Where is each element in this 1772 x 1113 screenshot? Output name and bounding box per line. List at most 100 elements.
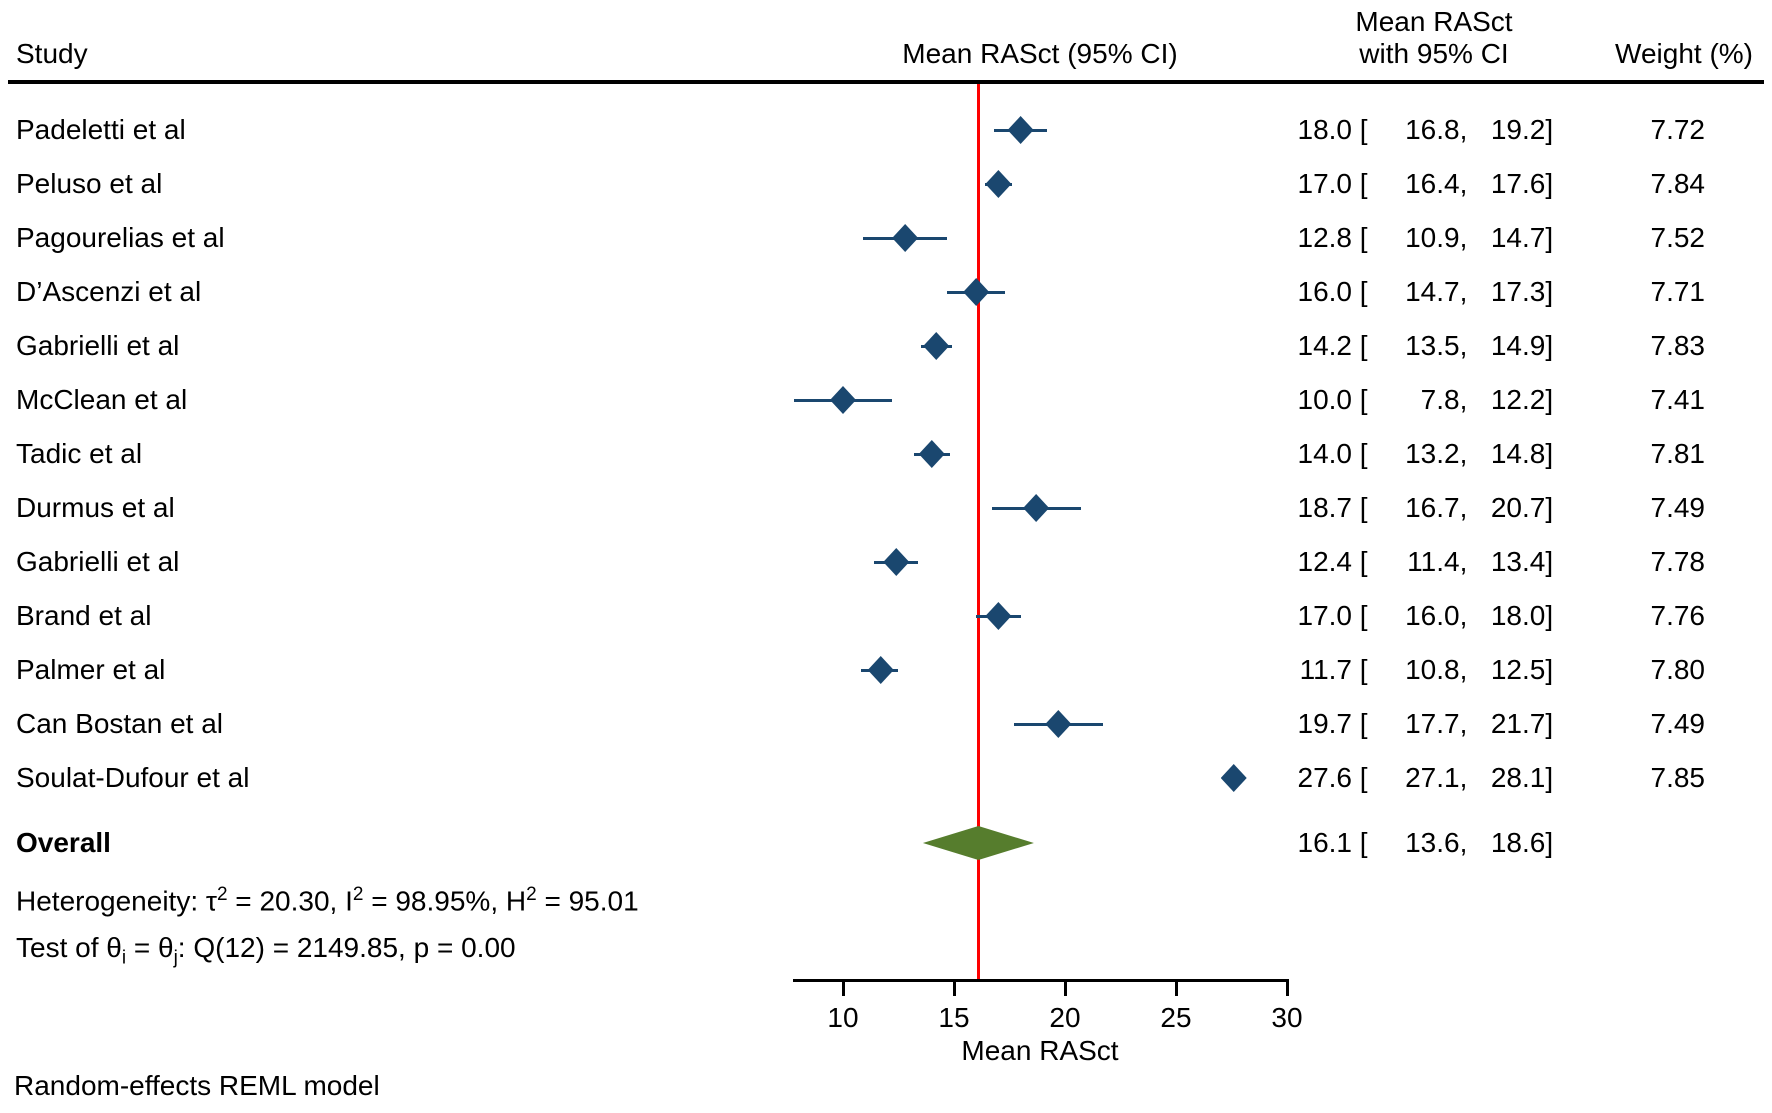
comma-separator: ,	[1459, 438, 1468, 469]
bracket-open: [	[1352, 546, 1368, 577]
study-label: Palmer et al	[16, 654, 166, 685]
mean-diamond-icon	[923, 332, 950, 360]
bracket-close: ]	[1545, 276, 1554, 307]
x-axis-tick	[1174, 979, 1178, 996]
study-label: Brand et al	[16, 600, 152, 631]
x-axis-tick	[1063, 979, 1067, 996]
column-header-effect-line1: Mean RASct	[1355, 6, 1513, 37]
x-axis-tick-label: 10	[827, 1002, 859, 1033]
study-effect-text: 17.0 [16.4, 17.6]	[1290, 164, 1554, 204]
study-weight: 7.41	[1650, 384, 1706, 415]
study-effect-text-ci-low: 17.7	[1405, 708, 1460, 739]
comma-separator: ,	[1459, 708, 1468, 739]
study-effect-text-ci-low: 16.0	[1405, 600, 1460, 631]
study-weight: 7.71	[1650, 276, 1706, 307]
bracket-open: [	[1352, 438, 1368, 469]
study-effect-text-ci-low: 11.4	[1407, 546, 1460, 577]
study-effect-text-ci-high: 17.6	[1490, 168, 1546, 199]
bracket-close: ]	[1545, 600, 1554, 631]
column-header-effect-plot: Mean RASct (95% CI)	[902, 38, 1178, 69]
study-weight: 7.76	[1650, 600, 1706, 631]
study-effect-text-ci-high: 18.0	[1490, 600, 1546, 631]
comma-separator: ,	[1459, 168, 1468, 199]
study-effect-text-estimate: 14.0	[1297, 438, 1353, 469]
bracket-close: ]	[1545, 114, 1554, 145]
comma-separator: ,	[1459, 654, 1468, 685]
bracket-open: [	[1352, 222, 1368, 253]
x-axis-tick-label: 30	[1271, 1002, 1303, 1033]
bracket-close: ]	[1545, 222, 1554, 253]
study-weight: 7.78	[1650, 546, 1706, 577]
mean-diamond-icon	[830, 386, 856, 414]
study-effect-text: 16.0 [14.7, 17.3]	[1290, 272, 1554, 312]
bracket-close: ]	[1545, 546, 1554, 577]
study-weight: 7.84	[1650, 168, 1706, 199]
reference-line	[976, 84, 980, 980]
mean-diamond-icon	[1220, 764, 1247, 792]
study-label: Gabrielli et al	[16, 330, 180, 361]
bracket-open: [	[1352, 330, 1368, 361]
study-effect-text-ci-high: 14.8	[1490, 438, 1546, 469]
bracket-open: [	[1352, 168, 1368, 199]
study-effect-text-ci-low: 13.5	[1405, 330, 1460, 361]
study-effect-text-ci-high: 13.4	[1490, 546, 1546, 577]
bracket-close: ]	[1545, 492, 1554, 523]
study-label: Padeletti et al	[16, 114, 186, 145]
study-effect-text: 17.0 [16.0, 18.0]	[1290, 596, 1554, 636]
study-effect-text-estimate: 16.0	[1297, 276, 1353, 307]
overall-effect-text: 16.1 [ 13.6 , 18.6 ]	[1290, 823, 1554, 863]
comma-separator: ,	[1459, 546, 1468, 577]
comma-separator: ,	[1459, 600, 1468, 631]
x-axis-line	[793, 979, 1289, 982]
overall-ci-low: 13.6	[1405, 827, 1460, 858]
study-weight: 7.83	[1650, 330, 1706, 361]
study-effect-text-estimate: 17.0	[1297, 168, 1353, 199]
study-weight: 7.80	[1650, 654, 1706, 685]
overall-estimate: 16.1	[1297, 827, 1353, 858]
study-effect-text-estimate: 11.7	[1299, 654, 1352, 685]
comma-separator: ,	[1459, 222, 1468, 253]
mean-diamond-icon	[985, 170, 1012, 198]
study-effect-text-ci-high: 19.2	[1490, 114, 1546, 145]
bracket-close: ]	[1545, 654, 1554, 685]
study-effect-text-ci-high: 20.7	[1490, 492, 1546, 523]
bracket-open: [	[1352, 762, 1368, 793]
study-effect-text-ci-high: 12.5	[1490, 654, 1546, 685]
study-effect-text-estimate: 18.0	[1297, 114, 1353, 145]
study-effect-text-ci-low: 10.8	[1405, 654, 1460, 685]
mean-diamond-icon	[892, 224, 919, 252]
study-label: Soulat-Dufour et al	[16, 762, 250, 793]
bracket-open: [	[1352, 276, 1368, 307]
mean-diamond-icon	[1007, 116, 1034, 144]
study-label: Pagourelias et al	[16, 222, 225, 253]
bracket-open: [	[1352, 600, 1368, 631]
study-effect-text-ci-low: 16.7	[1405, 492, 1460, 523]
x-axis-tick	[841, 979, 845, 996]
study-weight: 7.52	[1650, 222, 1706, 253]
footer-model-text: Random-effects REML model	[14, 1070, 380, 1101]
mean-diamond-icon	[918, 440, 945, 468]
heterogeneity-text: Heterogeneity: τ2 = 20.30, I2 = 98.95%, …	[16, 884, 639, 917]
study-effect-text: 11.7 [10.8, 12.5]	[1290, 650, 1554, 690]
study-effect-text-ci-low: 13.2	[1405, 438, 1460, 469]
x-axis-tick-label: 20	[1049, 1002, 1081, 1033]
comma-separator: ,	[1459, 384, 1468, 415]
header-divider-rule	[8, 80, 1764, 84]
study-effect-text-ci-high: 14.9	[1490, 330, 1546, 361]
column-header-study: Study	[16, 38, 88, 69]
x-axis-tick	[952, 979, 956, 996]
study-effect-text: 12.4 [11.4, 13.4]	[1290, 542, 1554, 582]
study-effect-text-ci-low: 27.1	[1405, 762, 1460, 793]
study-weight: 7.49	[1650, 492, 1706, 523]
bracket-close: ]	[1545, 168, 1554, 199]
mean-diamond-icon	[1023, 494, 1050, 522]
study-effect-text-ci-low: 16.4	[1405, 168, 1460, 199]
bracket-open: [	[1352, 492, 1368, 523]
study-effect-text-ci-low: 7.8	[1420, 384, 1460, 415]
bracket-open: [	[1352, 708, 1368, 739]
study-label: D’Ascenzi et al	[16, 276, 202, 307]
study-effect-text-estimate: 27.6	[1297, 762, 1353, 793]
comma-separator: ,	[1459, 114, 1468, 145]
study-effect-text-estimate: 10.0	[1297, 384, 1353, 415]
